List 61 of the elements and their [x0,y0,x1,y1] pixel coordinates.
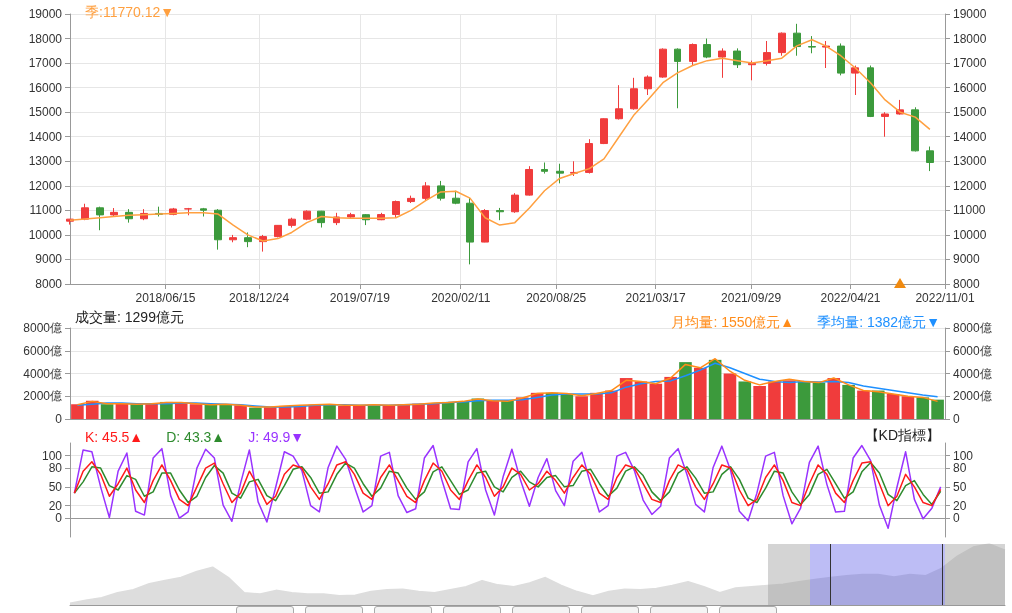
y-tick-label: 8000億 [23,321,62,335]
y2-tick-label: 20 [953,498,967,513]
y-tick-label: 14000 [28,129,63,144]
y-tick-label: 16000 [28,80,63,95]
series-label: D: 43.3▲ [166,429,226,445]
text: 季均量: 1382億元▼ [817,314,940,330]
text: 季:11770.12▼ [85,4,175,20]
y-tick-label: 10000 [28,227,63,242]
y2-tick-label: 15000 [953,105,987,120]
y-tick-label: 17000 [28,56,63,71]
y2-tick-label: 18000 [953,31,987,46]
y-tick-label: 80 [48,461,63,476]
y-tick-label: 100 [41,448,63,463]
y2-tick-label: 0 [953,412,960,426]
y2-tick-label: 19000 [953,7,987,21]
x-tick-label: 2018/12/24 [229,291,290,305]
y-tick-label: 6000億 [23,343,62,358]
y-tick-label: 0 [55,511,63,526]
series-label: K: 45.5▲ [85,429,144,445]
y-tick-label: 50 [48,479,63,494]
x-tick-label: 2019/07/19 [329,291,391,305]
y2-tick-label: 17000 [953,56,987,71]
chart-title: 【KD指標】 [864,427,940,443]
y2-tick-label: 0 [953,511,960,526]
y-tick-label: 15000 [28,105,63,120]
y-tick-label: 9000 [35,252,63,267]
x-tick-label: 2020/08/25 [526,291,587,305]
y2-tick-label: 9000 [953,252,981,267]
x-tick-label: 2022/04/21 [820,291,881,305]
text: 月均量: 1550億元▲ [671,314,795,330]
y-tick-label: 8000 [35,277,63,291]
series-label: J: 49.9▼ [248,429,305,445]
y2-tick-label: 11000 [953,203,986,218]
y2-tick-label: 8000億 [953,321,992,335]
y-tick-label: 11000 [29,203,63,218]
y2-tick-label: 50 [953,479,967,494]
y2-tick-label: 80 [953,461,967,476]
y2-tick-label: 6000億 [953,343,992,358]
y-tick-label: 4000億 [23,366,62,381]
y-tick-label: 18000 [28,31,63,46]
x-tick-label: 2020/02/11 [431,291,491,305]
x-tick-label: 2021/09/29 [721,291,782,305]
y-tick-label: 2000億 [23,389,62,404]
y2-tick-label: 8000 [953,277,981,291]
y-tick-label: 13000 [28,154,63,169]
x-tick-label: 2022/11/01 [915,291,975,305]
y-tick-label: 19000 [28,7,63,21]
y2-tick-label: 12000 [953,178,987,193]
y2-tick-label: 100 [953,448,974,463]
y-tick-label: 12000 [28,178,63,193]
y2-tick-label: 14000 [953,129,987,144]
y2-tick-label: 4000億 [953,366,992,381]
x-tick-label: 2021/03/17 [625,291,686,305]
text: 成交量: 1299億元 [75,309,184,325]
y2-tick-label: 16000 [953,80,987,95]
y-tick-label: 0 [55,412,63,426]
y2-tick-label: 10000 [953,227,987,242]
x-tick-label: 2018/06/15 [135,291,196,305]
y2-tick-label: 2000億 [953,389,992,404]
y2-tick-label: 13000 [953,154,987,169]
y-tick-label: 20 [48,498,63,513]
